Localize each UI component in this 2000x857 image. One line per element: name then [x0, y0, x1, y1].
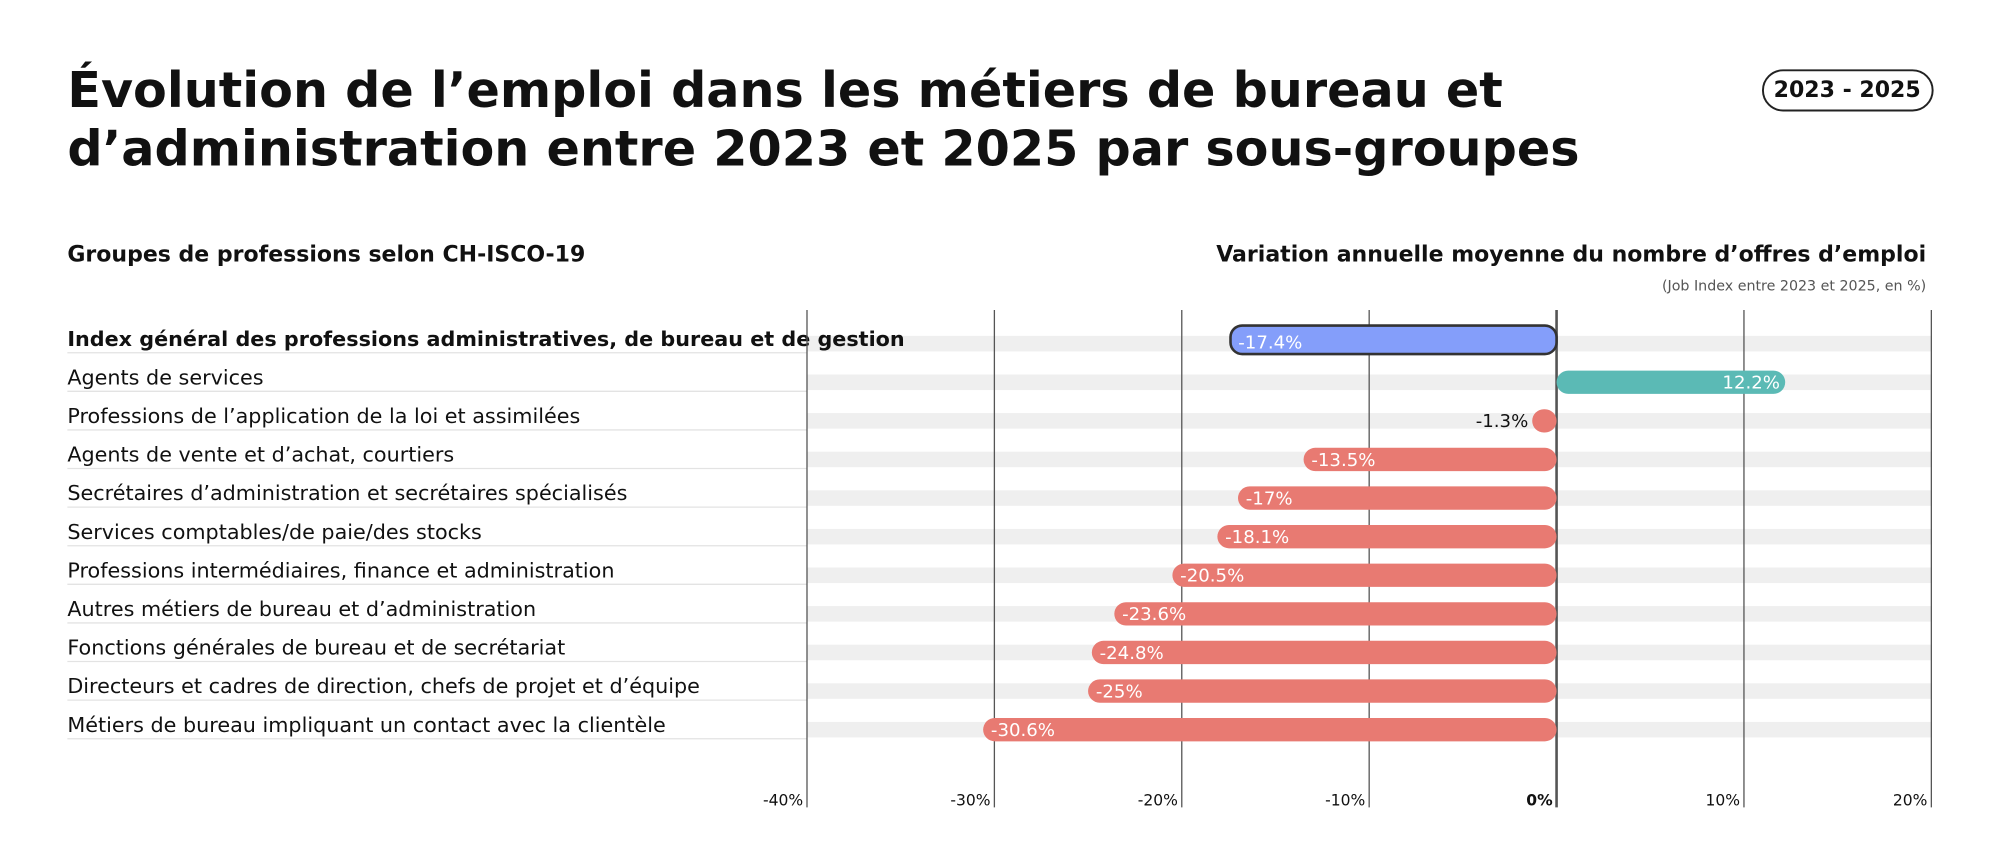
x-tick-label: 20%: [1893, 791, 1928, 809]
value-note: (Job Index entre 2023 et 2025, en %): [1662, 279, 1926, 295]
bar: [983, 718, 1557, 742]
bar: [1303, 447, 1557, 472]
category-label: Métiers de bureau impliquant un contact …: [67, 713, 665, 737]
value-label: -20.5%: [1180, 566, 1244, 587]
bar: [1556, 370, 1786, 394]
badge-border: [1761, 69, 1934, 112]
value-label: -25%: [1096, 681, 1143, 702]
value-label: -13.5%: [1311, 450, 1375, 471]
value-header: Variation annuelle moyenne du nombre d’o…: [1216, 243, 1926, 268]
bar: [1172, 563, 1557, 587]
value-label: -1.3%: [1476, 411, 1529, 432]
x-tick-label: 0%: [1526, 791, 1553, 809]
x-tick-label: -10%: [1325, 791, 1365, 809]
bar: [1532, 409, 1557, 433]
category-label: Directeurs et cadres de direction, chefs…: [67, 674, 700, 698]
value-label: -18.1%: [1225, 527, 1289, 548]
chart-title: Évolution de l’emploi dans les métiers d…: [67, 60, 1502, 119]
value-label: -17%: [1246, 488, 1293, 509]
category-label: Professions de l’application de la loi e…: [67, 404, 580, 428]
x-tick-label: -40%: [763, 791, 803, 809]
value-label: 12.2%: [1722, 373, 1780, 394]
x-tick-label: 10%: [1706, 791, 1741, 809]
bar: [1088, 679, 1557, 703]
category-label: Agents de vente et d’achat, courtiers: [67, 443, 454, 467]
bar: [1229, 324, 1558, 356]
category-label: Fonctions générales de bureau et de secr…: [67, 636, 565, 660]
category-header: Groupes de professions selon CH-ISCO-19: [67, 243, 585, 268]
bar: [1217, 525, 1557, 549]
chart-title: d’administration entre 2023 et 2025 par …: [67, 119, 1579, 177]
category-label: Services comptables/de paie/des stocks: [67, 520, 481, 544]
badge: 2023 - 2025: [1774, 78, 1921, 103]
category-label: Agents de services: [67, 365, 263, 389]
category-label: Secrétaires d’administration et secrétai…: [67, 481, 627, 505]
x-tick-label: -30%: [950, 791, 990, 809]
category-label: Professions intermédiaires, finance et a…: [67, 558, 614, 582]
value-label: -24.8%: [1100, 643, 1164, 664]
bar: [1114, 602, 1557, 626]
category-label: Autres métiers de bureau et d’administra…: [67, 597, 536, 621]
value-label: -17.4%: [1238, 333, 1302, 354]
x-tick-label: -20%: [1138, 791, 1178, 809]
category-label: Index général des professions administra…: [67, 327, 904, 351]
value-label: -30.6%: [991, 720, 1055, 741]
bar: [1237, 486, 1557, 510]
bar: [1091, 640, 1557, 665]
value-label: -23.6%: [1122, 604, 1186, 625]
